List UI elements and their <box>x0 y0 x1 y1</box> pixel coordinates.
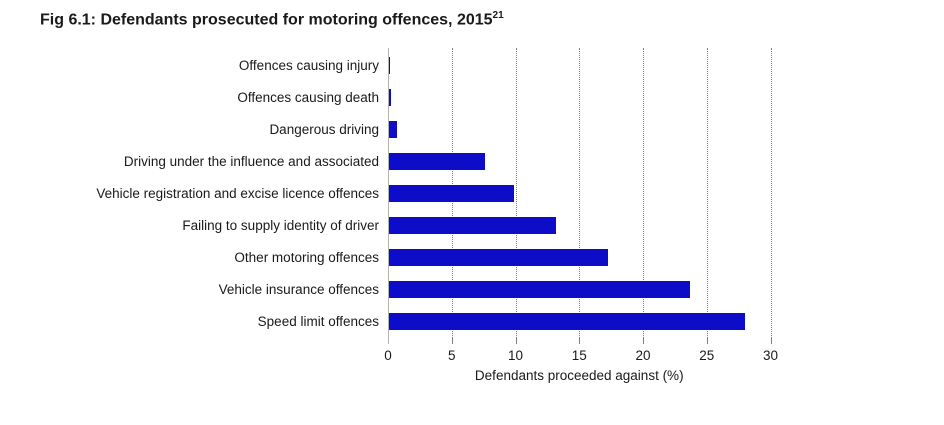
x-tick-mark-25 <box>706 338 708 344</box>
gridline-10 <box>515 48 517 338</box>
x-tick-mark-30 <box>770 338 772 344</box>
category-label: Failing to supply identity of driver <box>182 218 379 233</box>
bar <box>389 153 485 170</box>
category-label: Dangerous driving <box>269 122 379 137</box>
category-label: Offences causing injury <box>238 58 379 73</box>
bar <box>389 121 397 138</box>
y-axis-line <box>388 48 389 344</box>
bar <box>389 249 609 266</box>
chart-title-superscript: 21 <box>492 10 504 21</box>
category-label: Offences causing death <box>237 90 379 105</box>
x-tick-label-20: 20 <box>635 348 651 363</box>
x-tick-label-10: 10 <box>507 348 524 363</box>
x-tick-label-0: 0 <box>384 348 392 363</box>
x-tick-mark-10 <box>515 338 517 344</box>
bar <box>389 89 391 106</box>
x-tick-label-5: 5 <box>447 348 456 363</box>
chart-title: Fig 6.1: Defendants prosecuted for motor… <box>40 10 504 29</box>
gridline-15 <box>579 48 581 338</box>
x-tick-label-30: 30 <box>762 348 779 363</box>
category-label: Driving under the influence and associat… <box>123 154 379 169</box>
x-tick-label-25: 25 <box>699 348 715 363</box>
category-label: Vehicle registration and excise licence … <box>96 186 379 201</box>
bar <box>389 217 557 234</box>
x-tick-mark-20 <box>643 338 644 344</box>
x-axis-title: Defendants proceeded against (%) <box>474 368 684 383</box>
bar <box>389 185 514 202</box>
bar <box>389 57 390 74</box>
category-label: Speed limit offences <box>257 314 379 329</box>
x-tick-label-15: 15 <box>571 348 587 363</box>
bar <box>389 281 690 298</box>
chart-title-text: Fig 6.1: Defendants prosecuted for motor… <box>40 11 493 29</box>
category-label: Other motoring offences <box>234 250 379 265</box>
x-tick-mark-5 <box>451 338 453 344</box>
gridline-30 <box>770 48 772 338</box>
bar <box>389 313 745 330</box>
gridline-25 <box>706 48 708 338</box>
gridline-20 <box>643 48 644 338</box>
x-tick-mark-15 <box>579 338 581 344</box>
category-label: Vehicle insurance offences <box>218 282 379 297</box>
